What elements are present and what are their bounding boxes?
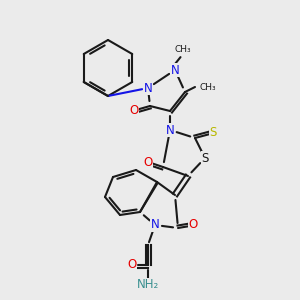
- Text: O: O: [128, 259, 136, 272]
- Text: S: S: [201, 152, 209, 164]
- Text: N: N: [171, 64, 179, 76]
- Text: N: N: [144, 82, 152, 94]
- Text: N: N: [151, 218, 159, 232]
- Text: O: O: [188, 218, 198, 232]
- Text: S: S: [209, 127, 217, 140]
- Text: N: N: [166, 124, 174, 136]
- Text: CH₃: CH₃: [200, 82, 217, 91]
- Text: O: O: [143, 155, 153, 169]
- Text: O: O: [129, 104, 139, 118]
- Text: CH₃: CH₃: [175, 45, 191, 54]
- Text: NH₂: NH₂: [137, 278, 159, 292]
